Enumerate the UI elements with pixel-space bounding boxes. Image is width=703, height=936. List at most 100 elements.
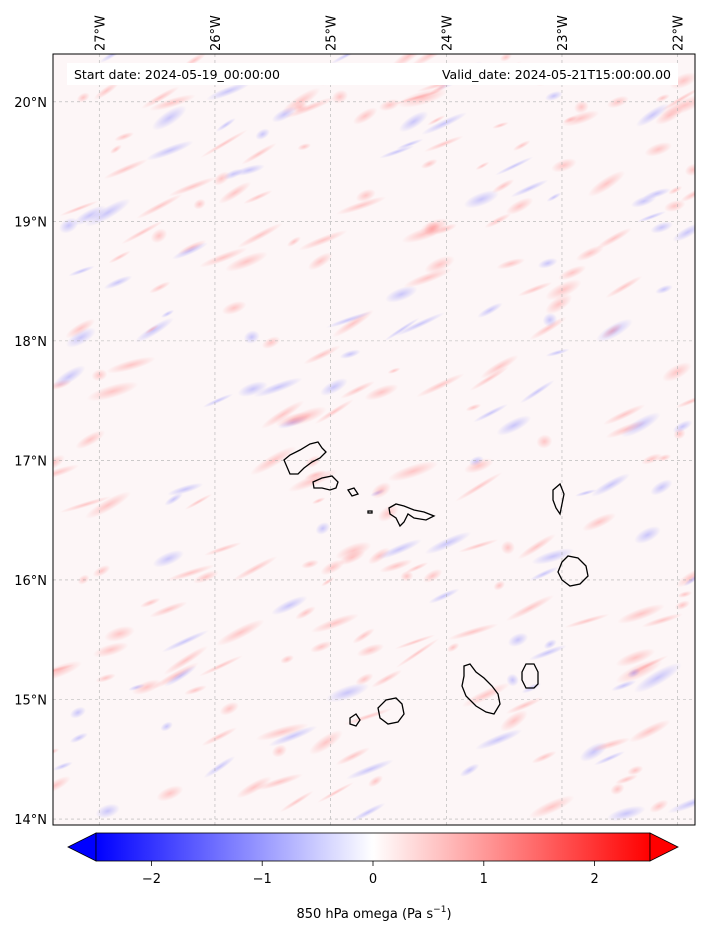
- ascent-streak: [59, 200, 99, 217]
- ascent-streak: [250, 446, 297, 476]
- ascent-streak: [292, 102, 308, 113]
- ascent-streak: [564, 613, 610, 628]
- descent-streak: [630, 194, 657, 208]
- descent-streak: [542, 312, 558, 327]
- omega-field: [53, 54, 695, 825]
- latitude-tick-label: 15°N: [14, 693, 47, 708]
- ascent-streak: [655, 94, 670, 103]
- descent-streak: [128, 683, 145, 691]
- descent-streak: [167, 482, 204, 496]
- ascent-streak: [53, 664, 75, 676]
- ascent-streak: [144, 324, 159, 335]
- ascent-streak: [288, 469, 338, 492]
- ascent-streak: [256, 773, 304, 791]
- descent-streak: [320, 378, 348, 396]
- island-fogo: [377, 697, 405, 725]
- start-date-label: Start date: 2024-05-19_00:00:00: [74, 67, 280, 82]
- descent-streak: [255, 128, 270, 140]
- ascent-streak: [455, 472, 503, 502]
- descent-streak: [206, 81, 251, 101]
- ascent-streak: [297, 143, 311, 151]
- ascent-streak: [605, 275, 643, 299]
- ascent-streak: [505, 594, 555, 622]
- ascent-streak: [140, 597, 161, 608]
- ascent-streak: [320, 559, 345, 576]
- ascent-streak: [193, 570, 219, 584]
- header-box: [67, 63, 678, 85]
- descent-streak: [494, 156, 534, 176]
- island-sao-nicolau: [388, 503, 436, 528]
- ascent-streak: [314, 399, 354, 425]
- descent-streak: [377, 539, 422, 560]
- ascent-streak: [505, 197, 534, 215]
- ascent-streak: [86, 381, 139, 402]
- ascent-streak: [232, 556, 278, 582]
- ascent-streak: [336, 196, 387, 215]
- descent-streak: [496, 415, 532, 436]
- latitude-tick-label: 20°N: [14, 96, 47, 111]
- ascent-streak: [301, 559, 319, 569]
- ascent-streak: [605, 420, 646, 439]
- ascent-streak: [496, 258, 526, 270]
- ascent-streak: [201, 727, 238, 746]
- map-frame: [52, 53, 696, 826]
- ascent-streak: [121, 220, 164, 245]
- descent-streak: [593, 751, 626, 766]
- ascent-streak: [664, 199, 686, 212]
- ascent-streak: [200, 129, 248, 159]
- ascent-streak: [156, 785, 184, 802]
- colorbar-tick-label: 1: [480, 872, 488, 887]
- descent-streak: [545, 90, 563, 101]
- descent-streak: [350, 802, 386, 822]
- descent-streak: [537, 257, 558, 269]
- descent-streak: [398, 111, 429, 133]
- ascent-streak: [310, 641, 333, 653]
- latitude-tick-label: 16°N: [14, 574, 47, 589]
- descent-streak: [164, 492, 183, 506]
- ascent-streak: [91, 369, 108, 382]
- colorbar-tick-label: −2: [142, 872, 161, 887]
- ascent-streak: [243, 190, 273, 204]
- ascent-streak: [465, 403, 482, 412]
- ascent-streak: [660, 86, 695, 112]
- ascent-streak: [582, 512, 616, 532]
- ascent-streak: [377, 504, 399, 522]
- ascent-streak: [558, 265, 587, 281]
- ascent-streak: [371, 482, 392, 499]
- ascent-streak: [405, 562, 429, 574]
- descent-streak: [346, 759, 394, 780]
- descent-streak: [636, 211, 667, 223]
- ascent-streak: [95, 673, 116, 683]
- ascent-streak: [529, 316, 567, 340]
- longitude-tick-label: 25°W: [325, 15, 340, 51]
- ascent-streak: [280, 654, 294, 664]
- ascent-streak: [236, 776, 272, 799]
- ascent-streak: [199, 247, 248, 268]
- ascent-streak: [596, 227, 632, 250]
- descent-streak: [531, 548, 575, 565]
- map-gridlines: [53, 54, 695, 825]
- descent-streak: [473, 403, 509, 423]
- descent-streak: [575, 489, 597, 497]
- ascent-streak: [464, 458, 494, 474]
- ascent-streak: [110, 144, 122, 154]
- colorbar-low-extend: [67, 832, 97, 862]
- colorbar-tick-label: 0: [369, 872, 377, 887]
- ascent-streak: [343, 708, 393, 725]
- descent-streak: [134, 317, 174, 343]
- ascent-streak: [545, 279, 582, 301]
- descent-streak: [103, 275, 133, 290]
- valid-date-label: Valid_date: 2024-05-21T15:00:00.00: [442, 67, 671, 82]
- colorbar-high-extend: [649, 832, 679, 862]
- ascent-streak: [517, 533, 556, 560]
- ascent-streak: [338, 550, 366, 566]
- descent-streak: [683, 573, 695, 587]
- ascent-streak: [287, 236, 302, 247]
- latitude-tick-labels: 20°N 19°N 18°N 17°N 16°N 15°N 14°N: [14, 96, 47, 828]
- latitude-tick-label: 14°N: [14, 813, 47, 828]
- ascent-streak: [221, 301, 247, 315]
- ascent-streak: [279, 790, 314, 813]
- descent-streak: [650, 221, 674, 234]
- ascent-streak: [493, 580, 506, 591]
